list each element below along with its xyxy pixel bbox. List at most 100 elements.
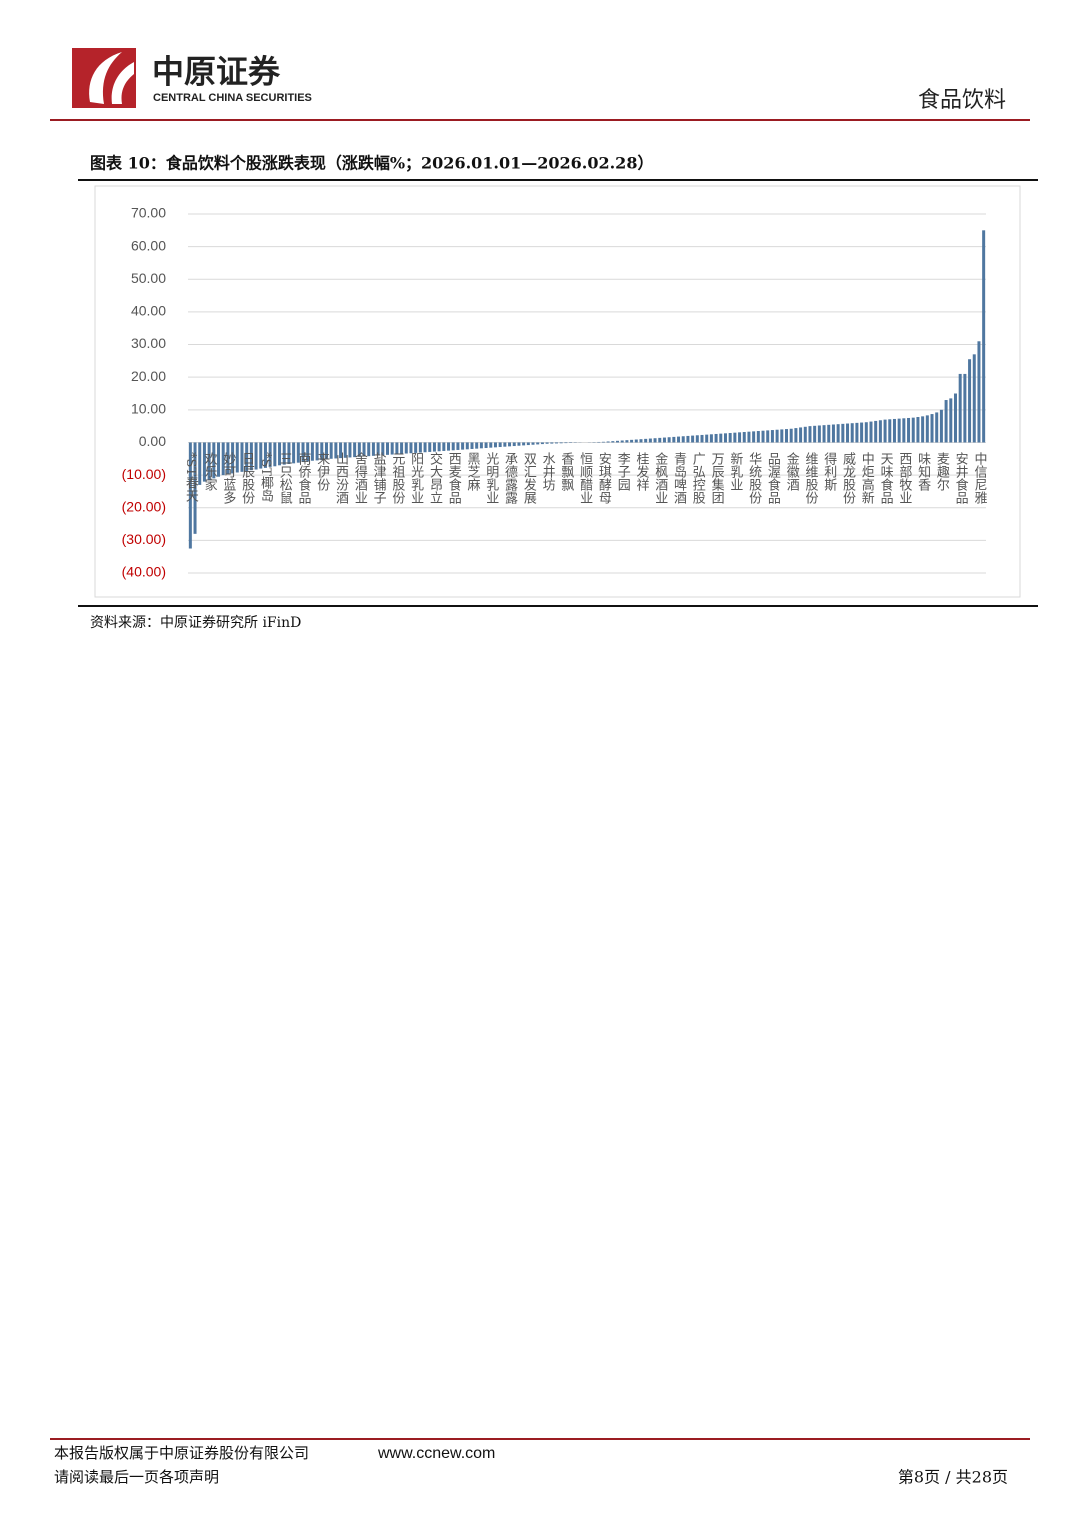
x-tick-label: 南侨食品 [296,451,312,504]
x-tick-label: 李子园 [615,452,631,491]
bar [282,442,286,465]
x-tick-label: 西部牧业 [896,452,912,504]
y-tick-label: (40.00) [122,564,166,580]
bar [949,398,953,443]
x-tick-label: 交大昂立 [427,451,443,504]
x-tick-label: 欢乐家 [202,452,218,491]
x-tick-label: 三只松鼠 [277,452,293,504]
bar [226,442,230,475]
bar [874,420,878,443]
bar [301,442,305,463]
bar [235,442,239,473]
bar [418,442,422,453]
bar [362,442,366,457]
bar [888,419,892,443]
x-tick-label: 安琪酵母 [596,452,612,504]
bar [353,442,357,458]
bar [371,442,375,456]
bar [512,442,516,447]
bar [221,442,225,476]
bar [860,422,864,443]
bar [296,442,300,463]
bar [498,442,502,448]
bar [799,427,803,443]
bar [883,419,887,443]
bar [846,423,850,443]
y-tick-label: 60.00 [131,237,166,253]
x-tick-label: 新乳业 [727,451,743,491]
x-tick-label: 维维股份 [802,452,818,504]
x-tick-label: 威龙股份 [840,452,856,504]
bar [686,435,690,443]
bar [287,442,291,464]
bar [719,433,723,443]
x-tick-label: 山西汾酒 [333,452,349,504]
bar [259,442,263,469]
x-tick-label: 品渥食品 [765,452,781,504]
bar [907,417,911,443]
bar [263,442,267,468]
y-tick-label: 0.00 [139,433,166,449]
bar [813,425,817,443]
bar [794,428,798,443]
bar [789,428,793,443]
bar [367,442,371,457]
bar [559,442,563,444]
x-tick-label: 舍得酒业 [352,452,368,504]
bar [738,432,742,443]
bar [390,442,394,455]
x-tick-label: 天味食品 [878,452,894,504]
bar [489,442,493,448]
bar [658,437,662,443]
bar [968,359,972,443]
bar [376,442,380,456]
bar [653,438,657,443]
x-tick-label: 承德露露 [502,452,518,504]
bar [630,439,634,443]
bar [531,442,535,445]
bar [770,430,774,443]
bar [400,442,404,454]
bar [705,434,709,443]
copyright: 本报告版权属于中原证券股份有限公司 [54,1444,309,1462]
y-tick-label: 20.00 [131,368,166,384]
bar [324,442,328,460]
bar [672,436,676,443]
x-tick-label: 麦趣尔 [934,452,950,491]
bar [761,430,765,443]
logo-swoosh [89,52,122,104]
bar [456,442,460,450]
x-tick-label: *ST椰岛 [258,452,274,503]
x-tick-label: 桂发祥 [633,452,649,491]
company-name-en: CENTRAL CHINA SECURITIES [153,92,312,104]
bar [864,422,868,443]
x-tick-label: 中信尼雅 [971,452,987,504]
bar [334,442,338,459]
bar [892,418,896,443]
bar [198,442,202,485]
x-tick-label: 恒顺醋业 [577,452,593,504]
x-tick-label: 阳光乳业 [408,452,424,504]
bar [977,341,981,443]
bar [841,423,845,443]
bar [554,442,558,444]
bar [273,442,277,467]
bar [869,421,873,443]
x-tick-label: 安井食品 [953,452,969,504]
y-tick-label: 30.00 [131,335,166,351]
bar [606,441,610,443]
x-tick-label: 西麦食品 [446,452,462,504]
bar [817,425,821,443]
bar [343,442,347,458]
website: www.ccnew.com [377,1445,495,1462]
bar [245,442,249,472]
bar [329,442,333,459]
y-tick-label: 70.00 [131,205,166,221]
bar [385,442,390,455]
bar [700,434,704,443]
bar [695,435,699,443]
bar [766,430,770,443]
bar [212,442,216,479]
bar [972,354,976,443]
bar [939,409,943,443]
